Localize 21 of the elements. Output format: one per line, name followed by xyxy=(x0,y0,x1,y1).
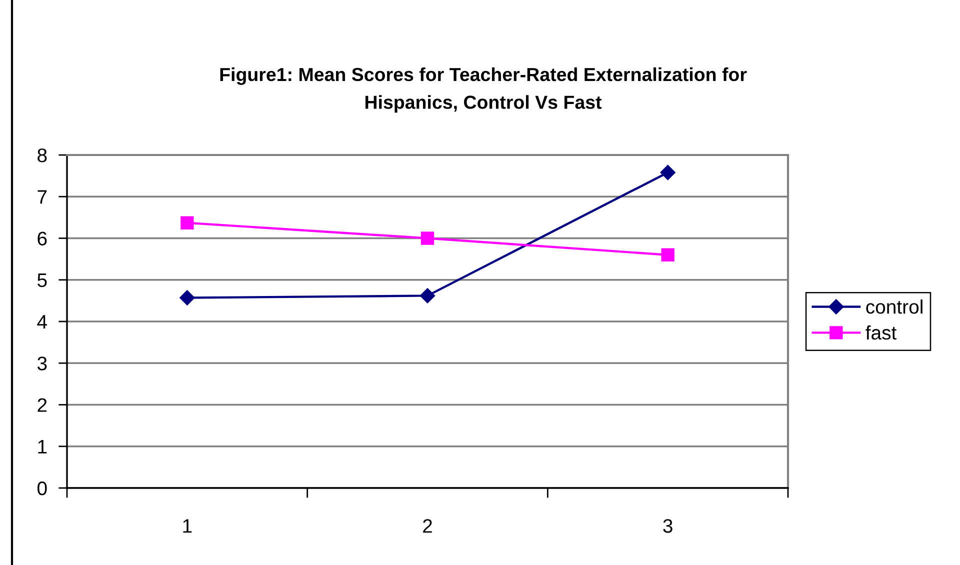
point xyxy=(420,232,434,245)
y-tick-label: 2 xyxy=(38,398,47,412)
point xyxy=(180,290,195,306)
legend-label: fast xyxy=(866,325,897,340)
legend-label: control xyxy=(866,299,922,314)
point xyxy=(180,216,194,230)
y-tick-label: 0 xyxy=(38,481,47,496)
point xyxy=(661,248,674,262)
y-tick-label: 3 xyxy=(37,356,47,370)
point xyxy=(660,164,676,180)
y-tick-label: 4 xyxy=(37,315,47,329)
y-tick-label: 5 xyxy=(38,274,47,288)
x-tick-label: 1 xyxy=(183,519,192,533)
y-tick-label: 6 xyxy=(38,232,47,246)
point xyxy=(420,288,436,304)
y-tick-label: 1 xyxy=(38,440,47,454)
chart-title: Figure1: Mean Scores for Teacher-Rated Externalization for Hispanics, Control Vs Fast xyxy=(220,67,747,113)
x-tick-label: 2 xyxy=(423,519,432,533)
y-tick-label: 7 xyxy=(38,190,47,204)
y-tick-label: 8 xyxy=(38,148,47,162)
x-tick-label: 3 xyxy=(663,519,672,533)
